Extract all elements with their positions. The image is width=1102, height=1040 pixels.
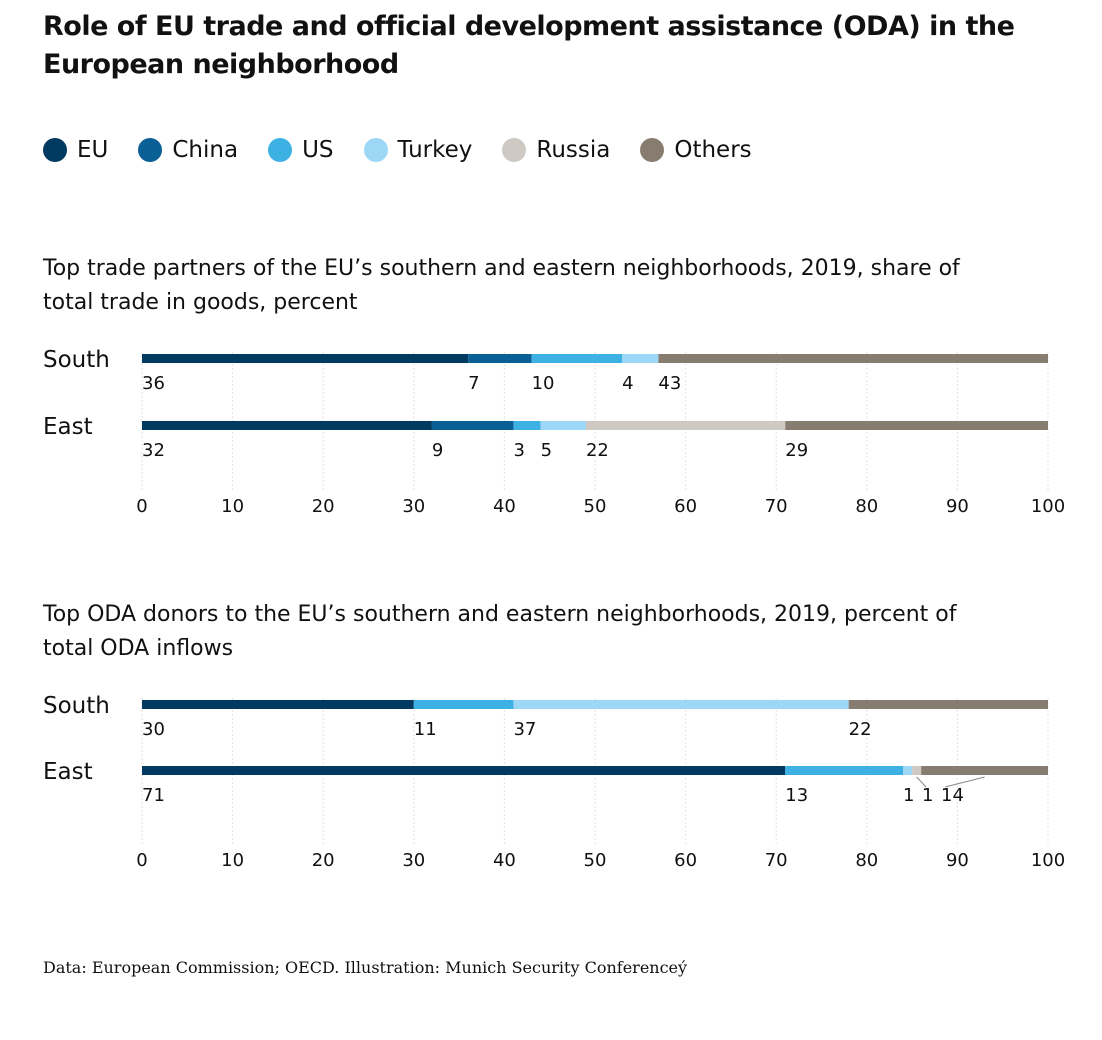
x-tick-label: 70 bbox=[765, 496, 788, 517]
legend-item-china: China bbox=[138, 137, 238, 163]
x-tick-label: 30 bbox=[402, 496, 425, 517]
data-label: 71 bbox=[142, 785, 165, 806]
x-tick-label: 100 bbox=[1031, 496, 1065, 517]
legend-swatch bbox=[363, 138, 388, 162]
data-label: 13 bbox=[785, 785, 808, 806]
bar-segment-eu bbox=[142, 354, 469, 363]
leader-line bbox=[944, 776, 985, 788]
legend-swatch bbox=[138, 138, 163, 162]
x-tick-label: 10 bbox=[221, 496, 244, 517]
legend-item-turkey: Turkey bbox=[363, 137, 473, 163]
data-label: 43 bbox=[658, 373, 681, 394]
data-label: 11 bbox=[414, 719, 437, 740]
x-tick-label: 20 bbox=[312, 496, 335, 517]
bar-segment-us bbox=[531, 354, 623, 363]
x-tick-label: 20 bbox=[312, 850, 335, 871]
bar-segment-eu bbox=[142, 700, 414, 709]
legend-swatch bbox=[268, 138, 293, 162]
bar-segment-eu bbox=[142, 421, 432, 430]
chart-title: Role of EU trade and official developmen… bbox=[43, 11, 1015, 80]
bar-segment-turkey bbox=[540, 421, 586, 430]
x-tick-label: 70 bbox=[765, 850, 788, 871]
bar-segment-others bbox=[848, 700, 1048, 709]
legend-item-eu: EU bbox=[43, 137, 108, 163]
bar-segment-us bbox=[785, 766, 904, 775]
x-tick-label: 50 bbox=[584, 850, 607, 871]
legend-swatch bbox=[640, 138, 665, 162]
x-tick-label: 30 bbox=[402, 850, 425, 871]
legend-swatch bbox=[43, 138, 67, 162]
data-label: 30 bbox=[142, 719, 165, 740]
data-label: 37 bbox=[513, 719, 536, 740]
data-label: 10 bbox=[532, 373, 555, 394]
bar-segment-turkey bbox=[622, 354, 659, 363]
x-tick-label: 80 bbox=[855, 496, 878, 517]
data-label: 7 bbox=[468, 373, 479, 394]
data-label: 32 bbox=[142, 440, 165, 461]
x-tick-label: 60 bbox=[674, 850, 697, 871]
data-label: 14 bbox=[941, 785, 964, 806]
x-tick-label: 100 bbox=[1031, 850, 1065, 871]
x-tick-label: 50 bbox=[584, 496, 607, 517]
bar-segment-others bbox=[658, 354, 1048, 363]
bar-segment-others bbox=[785, 421, 1048, 430]
x-tick-label: 60 bbox=[674, 496, 697, 517]
data-label: 36 bbox=[142, 373, 165, 394]
category-label: East bbox=[43, 414, 93, 440]
legend-label: Others bbox=[674, 137, 752, 163]
legend-label: US bbox=[302, 137, 334, 163]
bar-segment-russia bbox=[912, 766, 922, 775]
data-label: 9 bbox=[432, 440, 443, 461]
bar-segment-turkey bbox=[513, 700, 849, 709]
data-label: 29 bbox=[785, 440, 808, 461]
bar-segment-eu bbox=[142, 766, 786, 775]
bar-segment-turkey bbox=[903, 766, 913, 775]
legend-swatch bbox=[502, 138, 527, 162]
legend-label: China bbox=[172, 137, 239, 163]
oda-chart-title: Top ODA donors to the EU’s southern and … bbox=[43, 602, 957, 661]
trade-chart-title: Top trade partners of the EU’s southern … bbox=[43, 256, 960, 315]
legend-item-us: US bbox=[268, 137, 334, 163]
data-label: 22 bbox=[586, 440, 609, 461]
x-tick-label: 40 bbox=[493, 850, 516, 871]
data-label: 4 bbox=[622, 373, 633, 394]
x-tick-label: 80 bbox=[855, 850, 878, 871]
x-tick-label: 0 bbox=[136, 496, 147, 517]
bar-segment-china bbox=[468, 354, 532, 363]
legend-label: EU bbox=[77, 137, 109, 163]
x-tick-label: 90 bbox=[946, 850, 969, 871]
legend-item-russia: Russia bbox=[502, 137, 610, 163]
bar-segment-china bbox=[431, 421, 514, 430]
x-tick-label: 40 bbox=[493, 496, 516, 517]
x-tick-label: 0 bbox=[136, 850, 147, 871]
legend-label: Russia bbox=[536, 137, 611, 163]
data-label: 1 bbox=[922, 785, 933, 806]
category-label: South bbox=[43, 693, 110, 719]
legend-label: Turkey bbox=[397, 137, 473, 163]
source-note: Data: European Commission; OECD. Illustr… bbox=[43, 958, 688, 977]
bar-segment-us bbox=[413, 700, 514, 709]
leader-line bbox=[916, 776, 927, 788]
x-tick-label: 90 bbox=[946, 496, 969, 517]
category-label: East bbox=[43, 759, 93, 785]
data-label: 3 bbox=[513, 440, 524, 461]
legend: EU China US Turkey Russia Others bbox=[43, 137, 782, 163]
bar-segment-others bbox=[921, 766, 1048, 775]
data-label: 5 bbox=[541, 440, 552, 461]
bar-segment-russia bbox=[585, 421, 786, 430]
legend-item-others: Others bbox=[640, 137, 752, 163]
data-label: 22 bbox=[849, 719, 872, 740]
data-label: 1 bbox=[903, 785, 914, 806]
category-label: South bbox=[43, 347, 110, 373]
x-tick-label: 10 bbox=[221, 850, 244, 871]
bar-segment-us bbox=[513, 421, 541, 430]
